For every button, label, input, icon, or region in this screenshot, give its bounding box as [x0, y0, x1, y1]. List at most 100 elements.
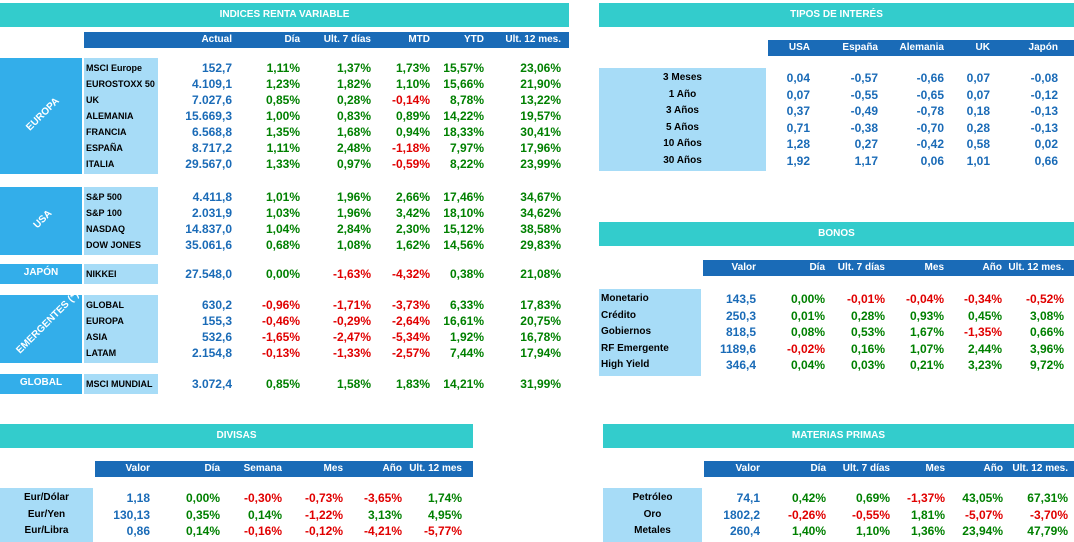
renta-row: ALEMANIA 15.669,3 1,00% 0,83% 0,89% 14,22% 19,…	[0, 108, 1074, 124]
bonos-cell: 1,07%	[909, 341, 944, 356]
renta-header: Actual Día Ult. 7 días MTD YTD Ult. 12 mes.	[84, 32, 569, 48]
renta-row-name: EUROSTOXX 50	[86, 79, 155, 89]
renta-cell: 0,68%	[265, 238, 300, 252]
renta-row-name: FRANCIA	[86, 127, 127, 137]
materias-col-header: Año	[983, 463, 1003, 474]
renta-row: LATAM 2.154,8 -0,13% -1,33% -2,57% 7,44% 17,94…	[0, 345, 1074, 361]
materias-row-name: Oro	[643, 508, 662, 520]
renta-row: MSCI MUNDIAL 3.072,4 0,85% 1,58% 1,83% 14,21%…	[0, 376, 1074, 392]
renta-row: MSCI Europe 152,7 1,11% 1,37% 1,73% 15,57% 23,…	[0, 60, 1074, 76]
renta-cell: 30,41%	[520, 125, 561, 139]
renta-cell: 27.548,0	[185, 267, 232, 281]
renta-row-name: NIKKEI	[86, 269, 117, 279]
renta-col-header: Ult. 7 días	[323, 34, 371, 45]
renta-cell: 1,96%	[336, 190, 371, 204]
tipos-col-header: Japón	[1028, 42, 1058, 53]
renta-cell: 7,44%	[449, 346, 484, 360]
renta-col-header: Actual	[201, 34, 232, 45]
bonos-cell: 346,4	[725, 358, 756, 372]
tipos-row: 3 Meses 0,04 -0,57 -0,66 0,07 -0,08	[0, 70, 1074, 86]
divisas-cell: -5,77%	[423, 524, 462, 538]
bonos-row: RF Emergente 1189,6 -0,02% 0,16% 1,07% 2,44% 3…	[0, 341, 1074, 357]
tipos-label-box	[599, 68, 766, 171]
renta-row: S&P 500 4.411,8 1,01% 1,96% 2,66% 17,46% 34,67…	[0, 189, 1074, 205]
tipos-cell: -0,78	[916, 104, 944, 118]
divisas-cell: 0,86	[126, 524, 150, 538]
tipos-col-header: UK	[975, 42, 990, 53]
renta-region-box	[0, 295, 82, 363]
materias-row-name: Metales	[634, 525, 671, 536]
materias-cell: 1,40%	[791, 524, 826, 538]
renta-cell: 2.154,8	[191, 346, 232, 360]
bonos-cell: -0,04%	[905, 292, 944, 306]
renta-cell: 1,23%	[265, 77, 300, 91]
renta-region-label: GLOBAL	[19, 377, 63, 388]
materias-cell: 1,36%	[910, 524, 945, 538]
materias-row: Petróleo 74,1 0,42% 0,69% -1,37% 43,05% 67,31%	[0, 490, 1074, 506]
tipos-cell: -0,08	[1030, 71, 1058, 85]
tipos-row-name: 10 Años	[663, 138, 702, 149]
renta-col-header: Día	[284, 34, 300, 45]
bonos-cell: -0,02%	[786, 341, 825, 356]
tipos-row-name: 3 Meses	[663, 72, 702, 83]
renta-cell: 1,73%	[395, 61, 430, 75]
renta-cell: 2.031,9	[191, 206, 232, 220]
renta-region-box	[0, 187, 82, 255]
bonos-cell: 2,44%	[967, 341, 1002, 356]
renta-cell: -3,73%	[391, 298, 430, 312]
renta-label-box	[84, 187, 158, 255]
renta-cell: 17,94%	[520, 346, 561, 360]
divisas-row: Eur/Yen 130,13 0,35% 0,14% -1,22% 3,13% 4,95%	[0, 507, 1074, 523]
renta-cell: 21,90%	[520, 77, 561, 91]
tipos-row-name: 1 Año	[668, 88, 697, 100]
renta-col-header: Ult. 12 mes.	[505, 34, 561, 45]
tipos-cell: -0,55	[850, 87, 878, 102]
tipos-row-name: 30 Años	[663, 154, 702, 166]
renta-cell: -1,33%	[332, 346, 371, 360]
materias-row-name: Petróleo	[632, 492, 673, 503]
renta-row: ESPAÑA 8.717,2 1,11% 2,48% -1,18% 7,97% 17,96%	[0, 140, 1074, 156]
tipos-title: TIPOS DE INTERÉS	[599, 3, 1074, 27]
renta-row-name: LATAM	[86, 348, 117, 358]
bonos-cell: 0,45%	[967, 308, 1002, 323]
renta-cell: -0,13%	[261, 346, 300, 360]
tipos-row: 1 Año 0,07 -0,55 -0,65 0,07 -0,12	[0, 87, 1074, 103]
tipos-cell: 0,71	[786, 120, 810, 135]
tipos-col-header: USA	[788, 42, 810, 53]
renta-cell: 1,92%	[449, 330, 484, 344]
renta-label-box	[84, 264, 158, 284]
renta-cell: 17,83%	[520, 298, 561, 312]
divisas-cell: -3,65%	[363, 491, 402, 505]
bonos-cell: 0,93%	[909, 308, 944, 323]
divisas-cell: -0,30%	[243, 491, 282, 505]
renta-cell: 0,83%	[336, 109, 371, 123]
renta-cell: 38,58%	[520, 222, 561, 236]
bonos-cell: 818,5	[725, 325, 756, 339]
materias-col-header: Ult. 12 mes.	[1012, 463, 1068, 474]
renta-cell: 20,75%	[520, 314, 561, 328]
renta-row: UK 7.027,6 0,85% 0,28% -0,14% 8,78% 13,22%	[0, 92, 1074, 108]
renta-cell: 2,48%	[336, 141, 371, 155]
bonos-row-name: Gobiernos	[601, 326, 652, 337]
divisas-title: DIVISAS	[0, 424, 473, 448]
renta-row-name: MSCI Europe	[86, 63, 143, 73]
renta-cell: 4.411,8	[192, 190, 232, 204]
tipos-row: 3 Años 0,37 -0,49 -0,78 0,18 -0,13	[0, 103, 1074, 119]
tipos-row: 5 Años 0,71 -0,38 -0,70 0,28 -0,13	[0, 120, 1074, 136]
divisas-cell: 0,00%	[185, 491, 220, 505]
renta-row-name: ASIA	[86, 332, 108, 342]
divisas-cell: 1,74%	[427, 491, 462, 505]
renta-cell: -0,14%	[391, 93, 430, 107]
renta-cell: 1,82%	[336, 77, 371, 91]
bonos-row: Crédito 250,3 0,01% 0,28% 0,93% 0,45% 3,08%	[0, 308, 1074, 324]
tipos-cell: -0,49	[850, 104, 878, 118]
bonos-cell: 9,72%	[1029, 358, 1064, 372]
tipos-cell: 0,27	[854, 137, 878, 151]
bonos-row-name: RF Emergente	[601, 342, 669, 354]
renta-cell: 2,84%	[336, 222, 371, 236]
bonos-cell: 250,3	[725, 308, 756, 323]
tipos-header: USA España Alemania UK Japón	[768, 40, 1074, 56]
renta-row: DOW JONES 35.061,6 0,68% 1,08% 1,62% 14,56% 29…	[0, 237, 1074, 253]
divisas-cell: 130,13	[113, 507, 150, 522]
renta-cell: 31,99%	[520, 377, 561, 391]
